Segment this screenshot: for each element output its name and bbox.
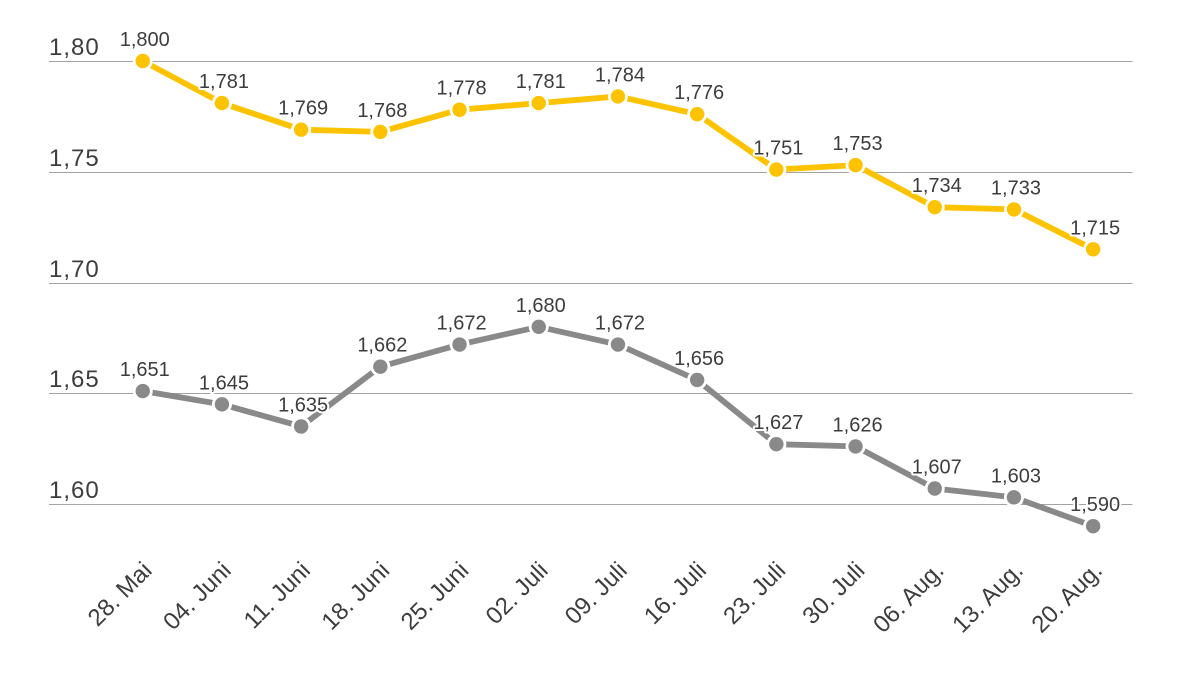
svg-text:1,60: 1,60: [49, 477, 100, 504]
svg-text:1,627: 1,627: [753, 412, 803, 434]
svg-text:1,800: 1,800: [120, 29, 170, 51]
svg-text:1,672: 1,672: [437, 313, 487, 335]
svg-text:1,672: 1,672: [595, 313, 645, 335]
svg-text:1,65: 1,65: [49, 366, 100, 393]
svg-text:1,778: 1,778: [437, 78, 487, 100]
svg-text:1,656: 1,656: [674, 348, 724, 370]
svg-text:1,753: 1,753: [833, 133, 883, 155]
svg-text:1,651: 1,651: [120, 359, 170, 381]
svg-text:1,590: 1,590: [1070, 494, 1120, 516]
svg-text:1,784: 1,784: [595, 64, 645, 86]
svg-text:1,80: 1,80: [49, 34, 100, 61]
svg-text:1,768: 1,768: [357, 100, 407, 122]
svg-text:1,645: 1,645: [199, 372, 249, 394]
svg-text:1,603: 1,603: [991, 465, 1041, 487]
svg-text:1,75: 1,75: [49, 145, 100, 172]
svg-text:1,635: 1,635: [278, 394, 328, 416]
svg-text:1,733: 1,733: [991, 177, 1041, 199]
svg-text:1,781: 1,781: [516, 71, 566, 93]
svg-text:1,662: 1,662: [357, 335, 407, 357]
svg-text:1,607: 1,607: [912, 457, 962, 479]
svg-text:1,715: 1,715: [1070, 217, 1120, 239]
svg-text:1,626: 1,626: [833, 414, 883, 436]
svg-text:1,70: 1,70: [49, 256, 100, 283]
svg-text:1,680: 1,680: [516, 295, 566, 317]
svg-text:1,751: 1,751: [753, 138, 803, 160]
svg-text:1,734: 1,734: [912, 175, 962, 197]
svg-text:1,781: 1,781: [199, 71, 249, 93]
svg-text:1,769: 1,769: [278, 98, 328, 120]
svg-text:1,776: 1,776: [674, 82, 724, 104]
